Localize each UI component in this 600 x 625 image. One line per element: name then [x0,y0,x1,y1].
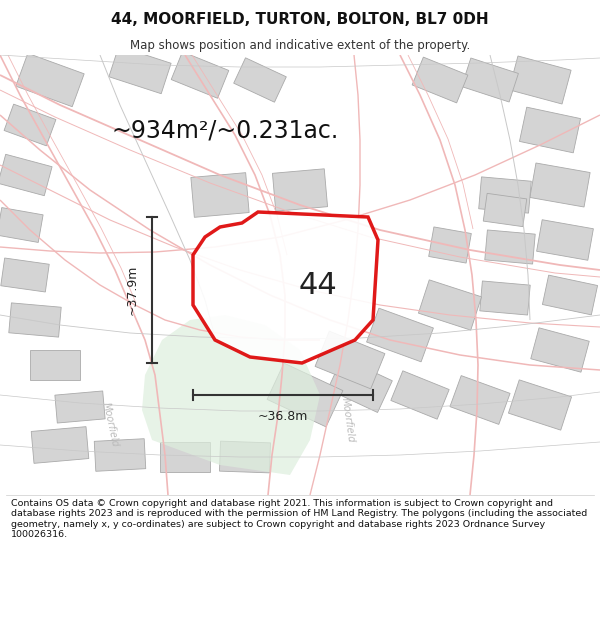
Bar [233,58,286,102]
Text: Moorfield: Moorfield [340,397,356,443]
Bar [272,169,328,211]
Bar [450,376,510,424]
Bar [531,328,589,372]
Bar [461,58,518,102]
Bar [31,427,89,463]
Bar [171,52,229,98]
Bar [391,371,449,419]
Bar [315,331,385,389]
Polygon shape [142,315,320,475]
Bar [542,275,598,315]
Text: 44: 44 [299,271,337,299]
Bar [191,173,249,218]
Bar [418,280,482,330]
Bar [536,220,593,260]
Text: Contains OS data © Crown copyright and database right 2021. This information is : Contains OS data © Crown copyright and d… [11,499,587,539]
Bar [480,281,530,315]
Bar [530,163,590,207]
Bar [367,308,433,362]
Text: Moorfield: Moorfield [100,402,119,448]
Bar [428,227,472,263]
Bar [4,104,56,146]
Bar [508,380,572,430]
Bar [109,46,171,94]
Text: ~934m²/~0.231ac.: ~934m²/~0.231ac. [112,118,338,142]
Bar [509,56,571,104]
Bar [9,303,61,337]
Bar [520,107,581,153]
Bar [485,230,535,264]
Text: ~36.8m: ~36.8m [258,411,308,424]
Bar [30,350,80,380]
Bar [160,442,210,472]
Bar [16,53,84,107]
Text: 44, MOORFIELD, TURTON, BOLTON, BL7 0DH: 44, MOORFIELD, TURTON, BOLTON, BL7 0DH [111,12,489,27]
Bar [220,441,271,473]
Bar [328,357,392,412]
Text: Map shows position and indicative extent of the property.: Map shows position and indicative extent… [130,39,470,51]
Polygon shape [193,212,378,363]
Bar [94,439,146,471]
Bar [267,363,343,427]
Text: ~37.9m: ~37.9m [125,265,139,315]
Bar [479,177,531,213]
Bar [483,193,527,227]
Bar [412,57,468,103]
Bar [0,208,43,242]
Bar [55,391,105,423]
Bar [0,154,52,196]
Bar [1,258,49,292]
